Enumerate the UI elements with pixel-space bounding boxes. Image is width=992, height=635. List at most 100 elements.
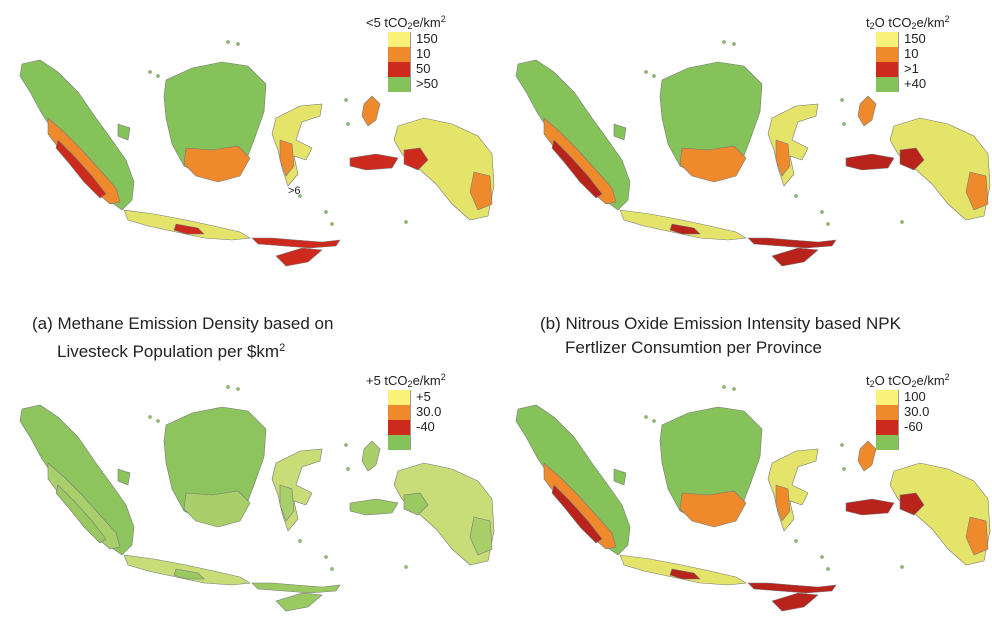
timor-island [771,247,819,267]
papua-west-hot [403,147,429,171]
sulawesi-hot [279,484,295,522]
indonesia-map-d [515,385,991,612]
swatch-green [388,77,411,92]
java-island [619,554,747,586]
small-island [652,419,656,423]
swatch-orange [388,405,411,420]
legend-item: 30.0 [876,405,992,420]
swatch-green [876,77,899,92]
nusa-tenggara [747,237,837,249]
small-island [644,415,648,419]
map-panel-a: <5 tCO2e/km2 150 10 50 >50 >6 [0,0,496,290]
small-island [298,539,302,543]
small-island [324,210,328,214]
legend-item [876,435,992,450]
small-island [840,443,844,447]
small-island [156,419,160,423]
sumatra-island [19,59,135,211]
small-island [404,220,408,224]
sulawesi-hot [775,484,791,522]
small-island [324,555,328,559]
small-island [148,70,152,74]
legend-item: 30.0 [388,405,508,420]
legend-item: -40 [388,420,508,435]
small-island [330,567,334,571]
swatch-yellow [388,390,411,405]
small-island [298,194,302,198]
sulawesi-island [767,448,819,532]
map-panel-c: +5 tCO2e/km2 +5 30.0 -40 [0,370,496,635]
indonesia-map-b [515,40,991,267]
sumatra-island [19,404,135,556]
small-island [842,122,846,126]
legend-item: 150 [388,32,508,47]
legend-item: >1 [876,62,992,77]
small-island [346,467,350,471]
small-island [156,74,160,78]
legend-title-b: t2O tCO2e/km2 [866,14,950,31]
maluku-north [361,95,381,127]
small-island [226,40,230,44]
sulawesi-island [271,448,323,532]
swatch-red [388,420,411,435]
small-island [840,98,844,102]
seram-island [349,153,399,171]
legend-item: 10 [876,47,992,62]
legend-title-d: t2O tCO2e/km2 [866,372,950,389]
small-island [826,567,830,571]
swatch-orange [876,47,899,62]
legend-item: 10 [388,47,508,62]
small-island [722,40,726,44]
indonesia-map-a [19,40,495,267]
small-island [900,565,904,569]
small-island [404,565,408,569]
borneo-south-band [183,490,251,528]
swatch-orange [876,405,899,420]
swatch-green [876,435,899,450]
legend-item: 150 [876,32,992,47]
papua-west-hot [403,492,429,516]
timor-island [771,592,819,612]
sulawesi-island [271,103,323,187]
small-island [226,385,230,389]
small-island [722,385,726,389]
bangka-island [117,123,131,141]
legend-item: 50 [388,62,508,77]
papua-south-band [469,171,493,211]
legend-item: +5 [388,390,508,405]
legend-item: 100 [876,390,992,405]
small-island [344,98,348,102]
map-panel-d: t2O tCO2e/km2 100 30.0 -60 [496,370,992,635]
seram-island [845,153,895,171]
small-island [842,467,846,471]
swatch-yellow [388,32,411,47]
caption-a: (a) Methane Emission Density based on Li… [32,314,334,361]
seram-island [845,498,895,516]
java-island [123,209,251,241]
borneo-south-band [679,490,747,528]
legend-item: >50 [388,77,508,92]
small-island [826,222,830,226]
papua-south-band [965,171,989,211]
sumatra-hot-band [551,139,603,199]
small-island [794,539,798,543]
small-island [644,70,648,74]
bangka-island [613,468,627,486]
java-island [619,209,747,241]
sulawesi-hot [279,139,295,177]
papua-west-hot [899,492,925,516]
legend-item [388,435,508,450]
maluku-north [361,440,381,472]
swatch-green [388,435,411,450]
indonesia-map-c [19,385,495,612]
papua-west-hot [899,147,925,171]
papua-south-band [469,516,493,556]
java-hot-spot [173,568,205,580]
map-annotation: >6 [288,185,301,197]
sulawesi-island [767,103,819,187]
borneo-south-band [183,145,251,183]
sumatra-island [515,404,631,556]
small-island [330,222,334,226]
legend-item: +40 [876,77,992,92]
small-island [794,194,798,198]
